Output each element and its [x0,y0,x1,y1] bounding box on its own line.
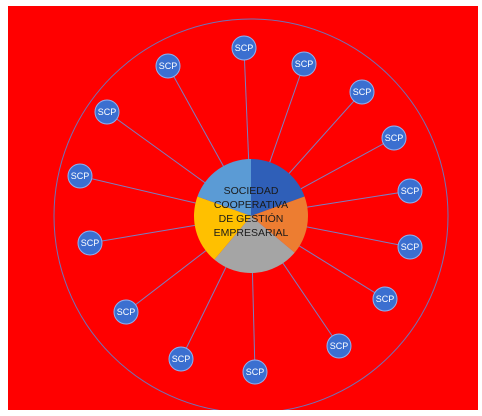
hub-label-line: COOPERATIVA [214,199,288,211]
scp-node-label: SCP [401,242,420,252]
hub-segment [197,159,251,216]
scp-node-label: SCP [353,87,372,97]
scp-node-circle [94,99,120,125]
scp-node-label: SCP [330,341,349,351]
hub-label-line: EMPRESARIAL [214,227,289,239]
scp-node: SCP [67,163,93,189]
scp-node: SCP [155,53,181,79]
scp-node-circle [113,299,139,325]
scp-node: SCP [326,333,352,359]
scp-node-label: SCP [235,43,254,53]
scp-node-label: SCP [98,107,117,117]
scp-node-label: SCP [246,367,265,377]
scp-node-circle [397,178,423,204]
scp-node: SCP [77,230,103,256]
scp-node-circle [372,286,398,312]
scp-node: SCP [231,35,257,61]
scp-node-label: SCP [172,354,191,364]
scp-node-label: SCP [295,59,314,69]
scp-node-circle [231,35,257,61]
outer-ring [53,18,449,410]
scp-node-circle [168,346,194,372]
scp-node: SCP [349,79,375,105]
diagram-canvas: SOCIEDAD COOPERATIVA DE GESTIÓN EMPRESARIAL… [8,6,478,410]
hub-segment [251,159,305,216]
scp-node: SCP [168,346,194,372]
scp-node-label: SCP [71,171,90,181]
scp-node-circle [77,230,103,256]
scp-nodes: SCP SCP SCP SCP SCP SCP SCP SCP SCP SCP SCP SCP SCP S… [67,35,423,385]
scp-node: SCP [94,99,120,125]
scp-node: SCP [372,286,398,312]
scp-node: SCP [397,234,423,260]
scp-node: SCP [113,299,139,325]
scp-node-circle [397,234,423,260]
scp-node-circle [326,333,352,359]
scp-node: SCP [242,359,268,385]
hub-segment [194,196,251,260]
hub-label-line: SOCIEDAD [224,185,279,197]
scp-node: SCP [397,178,423,204]
hub-segment [251,196,308,253]
scp-node-circle [242,359,268,385]
scp-node-circle [291,51,317,77]
scp-node-label: SCP [159,61,178,71]
scp-node-circle [381,125,407,151]
scp-node-label: SCP [385,133,404,143]
scp-node-circle [67,163,93,189]
hub-label-line: DE GESTIÓN [219,212,284,225]
scp-node: SCP [291,51,317,77]
scp-node-label: SCP [81,238,100,248]
scp-node-label: SCP [376,294,395,304]
scp-node-label: SCP [117,307,136,317]
hub-segment [214,216,295,273]
scp-node-label: SCP [401,186,420,196]
scp-node: SCP [381,125,407,151]
scp-node-circle [155,53,181,79]
scp-node-circle [349,79,375,105]
